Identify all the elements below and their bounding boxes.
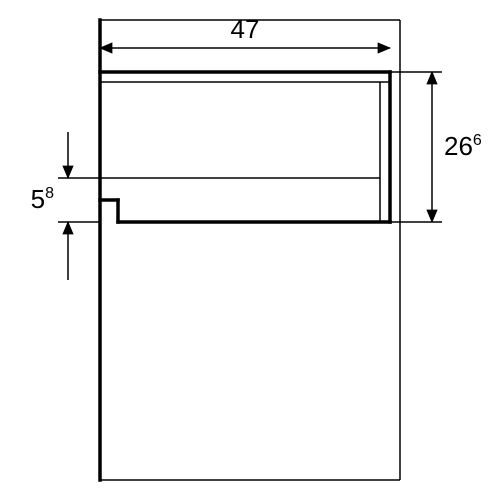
dim-height-label: 266 xyxy=(444,131,482,161)
dim-width-label: 47 xyxy=(231,14,260,44)
technical-drawing: 47 266 58 xyxy=(0,0,500,500)
dim-offset-label: 58 xyxy=(31,184,54,214)
